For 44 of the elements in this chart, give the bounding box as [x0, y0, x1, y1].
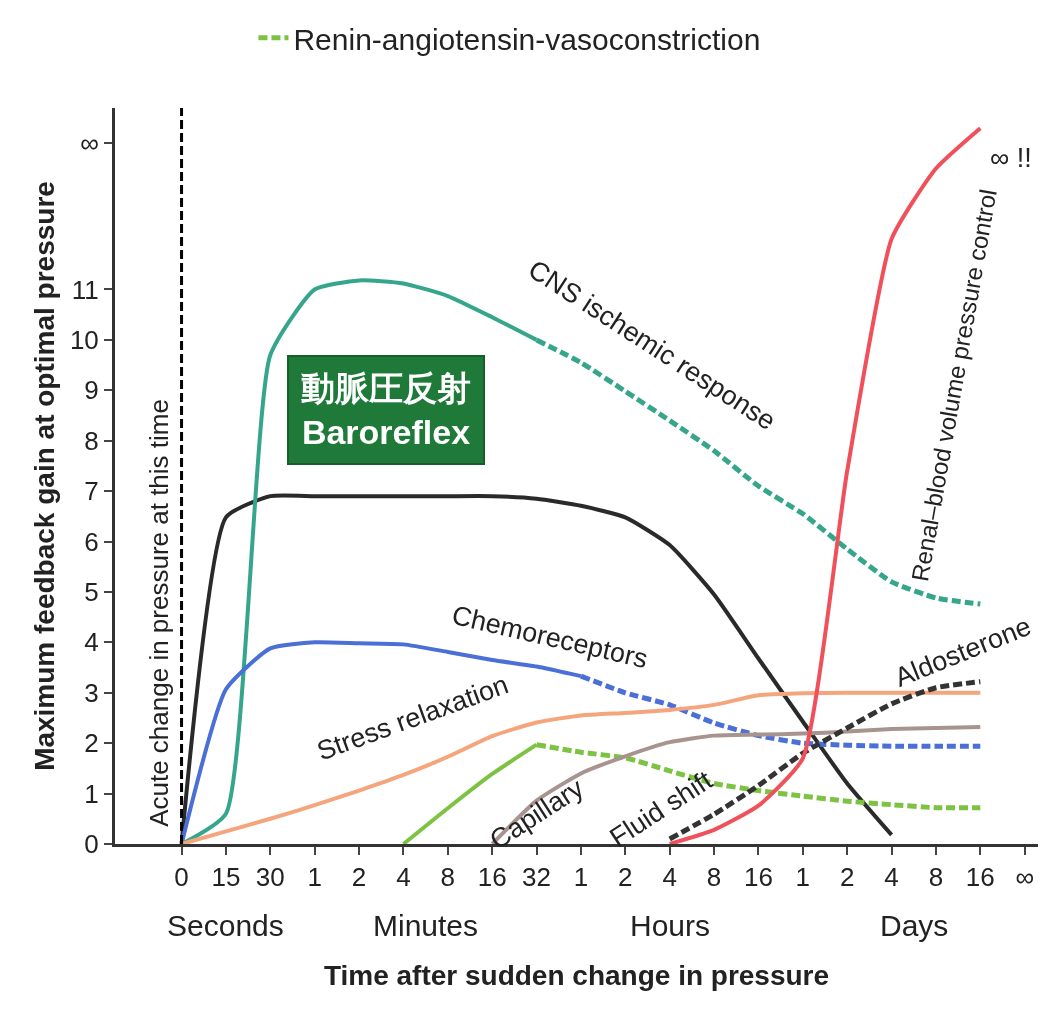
x-tick-label: 16	[477, 862, 507, 893]
y-tick-label: 3	[84, 677, 99, 708]
y-tick-label: 1	[84, 778, 99, 809]
x-tick-label: 0	[174, 862, 189, 893]
y-tick-label: 10	[69, 324, 99, 355]
x-tick-label: ∞	[1015, 862, 1034, 893]
x-tick-label: 30	[255, 862, 285, 893]
y-tick-label: 6	[84, 526, 99, 557]
y-tick-label: 9	[84, 375, 99, 406]
y-tick-label: 5	[84, 577, 99, 608]
text: Minutes	[373, 909, 479, 942]
x-tick-label: 1	[795, 862, 811, 893]
y-tick-label: ∞	[80, 128, 99, 159]
annotation: Renal–blood volume pressure control	[906, 187, 1002, 584]
x-tick-label: 16	[965, 862, 995, 893]
y-tick-label: 2	[84, 728, 99, 759]
x-tick-label: 4	[884, 862, 899, 893]
x-tick-label: 32	[522, 862, 552, 893]
x-tick-label: 15	[211, 862, 241, 893]
x-tick-label: 2	[839, 862, 855, 893]
text: Days	[880, 909, 949, 942]
x-tick-label: 1	[307, 862, 322, 893]
y-tick-label: 0	[84, 829, 99, 860]
x-tick-label: 4	[662, 862, 677, 893]
y-tick-label: 7	[84, 476, 99, 507]
x-tick-label: 2	[351, 862, 367, 893]
x-tick-label: 16	[743, 862, 773, 893]
x-tick-label: 2	[618, 862, 633, 893]
x-tick-label: 8	[440, 862, 456, 893]
text: Hours	[630, 909, 711, 942]
y-tick-label: 11	[71, 274, 99, 305]
y-tick-label: 8	[84, 425, 99, 456]
x-axis-title: Time after sudden change in pressure	[323, 960, 830, 992]
x-tick-label: 8	[928, 862, 944, 893]
y-tick-label: 4	[84, 627, 99, 658]
y-axis-title: Maximum feedback gain at optimal pressure	[28, 181, 60, 771]
x-tick-label: 8	[706, 862, 722, 893]
text: Seconds	[167, 909, 284, 942]
x-tick-label: 4	[396, 862, 411, 893]
ref-line-label: Acute change in pressure at this time	[144, 399, 175, 827]
legend-label: Renin-angiotensin-vasoconstriction	[293, 22, 761, 56]
x-tick-label: 1	[573, 862, 589, 893]
annotation: ∞ !!	[990, 143, 1032, 173]
annotation: 動脈圧反射 Baroreflex	[301, 369, 471, 452]
